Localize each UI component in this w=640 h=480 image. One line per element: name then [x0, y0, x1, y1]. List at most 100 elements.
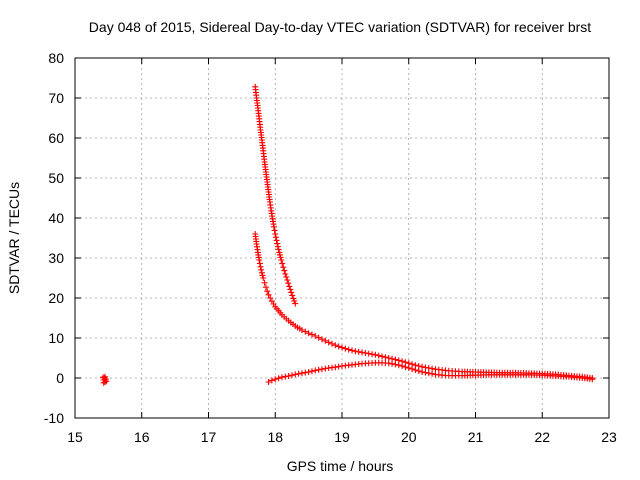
- x-tick-label: 18: [267, 429, 283, 445]
- data-point-marker: [315, 366, 322, 373]
- y-tick-label: 0: [56, 370, 64, 386]
- data-point-marker: [257, 263, 264, 270]
- data-point-marker: [291, 298, 298, 304]
- data-point-marker: [278, 257, 285, 263]
- x-tick-label: 23: [601, 429, 617, 445]
- y-axis-label: SDTVAR / TECUs: [6, 182, 22, 294]
- data-point-marker: [372, 351, 379, 358]
- data-point-marker: [322, 337, 329, 344]
- data-point-marker: [429, 370, 436, 377]
- data-point-marker: [359, 349, 366, 356]
- data-point-marker: [395, 362, 402, 369]
- data-point-marker: [392, 361, 399, 368]
- data-point-marker: [290, 295, 297, 302]
- x-tick-label: 19: [334, 429, 350, 445]
- chart-title: Day 048 of 2015, Sidereal Day-to-day VTE…: [89, 19, 591, 35]
- data-point-marker: [318, 366, 325, 373]
- data-point-marker: [273, 237, 280, 244]
- data-point-marker: [265, 379, 272, 385]
- data-point-marker: [425, 370, 432, 377]
- data-point-marker: [272, 231, 279, 237]
- data-point-marker: [352, 348, 359, 355]
- data-point-marker: [256, 257, 263, 263]
- data-point-marker: [415, 368, 422, 374]
- data-point-marker: [305, 330, 312, 337]
- data-point-marker: [315, 334, 322, 341]
- data-point-marker: [260, 275, 267, 281]
- data-point-marker: [318, 336, 325, 343]
- data-point-marker: [385, 360, 392, 367]
- y-tick-label: 40: [48, 210, 64, 226]
- data-point-marker: [332, 364, 339, 371]
- data-point-marker: [409, 366, 416, 372]
- data-point-marker: [419, 363, 426, 370]
- data-point-marker: [287, 286, 294, 293]
- x-tick-label: 17: [201, 429, 217, 445]
- data-point-marker: [369, 351, 376, 358]
- data-point-marker: [312, 367, 319, 374]
- data-point-marker: [282, 373, 289, 380]
- data-point-marker: [258, 266, 265, 273]
- y-tick-label: 30: [48, 250, 64, 266]
- data-point-marker: [402, 364, 409, 370]
- data-point-marker: [268, 377, 275, 384]
- data-point-marker: [345, 346, 352, 353]
- data-point-marker: [379, 353, 386, 360]
- data-point-marker: [382, 354, 389, 361]
- data-point-marker: [286, 283, 293, 290]
- data-point-marker: [258, 269, 265, 276]
- data-point-marker: [339, 344, 345, 351]
- data-point-marker: [264, 288, 271, 295]
- data-point-marker: [292, 300, 299, 307]
- data-point-marker: [298, 327, 305, 333]
- data-point-marker: [389, 360, 396, 367]
- data-point-marker: [422, 369, 429, 376]
- data-point-marker: [328, 340, 335, 347]
- data-point-marker: [325, 339, 332, 346]
- data-point-marker: [332, 342, 339, 349]
- data-point-marker: [101, 376, 108, 383]
- y-tick-label: 10: [48, 330, 64, 346]
- x-tick-label: 15: [67, 429, 83, 445]
- axis-ticks: 15 16 17 18 19 20 21 22 23 -10 0 10 20 30 40 50 60 70 80: [44, 50, 617, 445]
- data-point-marker: [308, 331, 315, 338]
- data-point-marker: [256, 260, 263, 267]
- data-point-marker: [259, 272, 266, 279]
- x-tick-label: 22: [534, 429, 550, 445]
- y-tick-label: -10: [44, 410, 64, 426]
- data-point-marker: [288, 372, 295, 379]
- data-point-marker: [267, 295, 274, 301]
- data-point-marker: [342, 345, 349, 352]
- data-point-marker: [295, 370, 302, 377]
- data-point-marker: [285, 373, 292, 379]
- data-point-marker: [362, 350, 369, 356]
- data-point-marker: [419, 369, 426, 375]
- data-point-marker: [335, 343, 342, 350]
- data-point-marker: [274, 240, 281, 247]
- data-point-marker: [280, 264, 287, 271]
- data-point-marker: [102, 373, 109, 380]
- data-point-marker: [261, 279, 268, 286]
- data-points: [100, 83, 596, 386]
- data-point-marker: [335, 363, 342, 370]
- plot-frame: [74, 57, 610, 419]
- data-point-marker: [281, 267, 288, 274]
- y-tick-label: 60: [48, 130, 64, 146]
- x-tick-label: 21: [468, 429, 484, 445]
- data-point-marker: [292, 371, 299, 378]
- x-axis-label: GPS time / hours: [287, 458, 394, 474]
- data-point-marker: [288, 289, 295, 296]
- y-tick-label: 70: [48, 90, 64, 106]
- data-point-marker: [289, 292, 296, 299]
- data-point-marker: [272, 376, 279, 383]
- x-tick-label: 20: [401, 429, 417, 445]
- data-point-marker: [262, 284, 269, 291]
- x-tick-label: 16: [134, 429, 150, 445]
- data-point-marker: [302, 328, 309, 335]
- data-point-marker: [270, 223, 277, 230]
- data-point-marker: [365, 350, 372, 357]
- data-point-marker: [422, 364, 429, 371]
- data-point-marker: [349, 347, 356, 354]
- data-point-marker: [412, 367, 419, 373]
